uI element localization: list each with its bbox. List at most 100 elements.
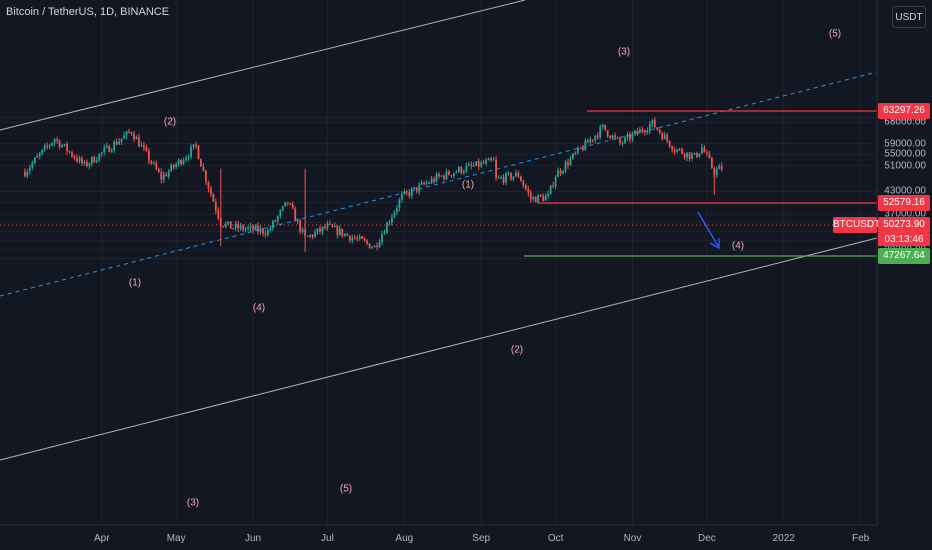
candle-body xyxy=(485,160,488,164)
candle-body xyxy=(465,165,468,172)
candle-body xyxy=(413,187,416,189)
candle-body xyxy=(552,185,555,187)
candle-body xyxy=(457,167,460,172)
candle-body xyxy=(264,233,267,235)
candle-body xyxy=(440,175,443,177)
candle-body xyxy=(249,225,252,228)
wave-label: (3) xyxy=(617,46,631,58)
candle-body xyxy=(371,247,373,249)
candle-body xyxy=(123,135,125,139)
wave-label: (4) xyxy=(731,240,745,252)
candle-body xyxy=(195,144,197,146)
candle-body xyxy=(477,161,480,167)
candle-body xyxy=(343,233,346,237)
candle-body xyxy=(331,224,334,228)
candle-body xyxy=(626,134,629,138)
candle-body xyxy=(207,182,210,189)
candle-body xyxy=(165,174,168,177)
currency-button[interactable]: USDT xyxy=(892,6,926,28)
candle-body xyxy=(423,182,426,185)
candle-body xyxy=(224,223,227,227)
candle-body xyxy=(701,147,703,154)
candle-body xyxy=(118,141,121,145)
candle-body xyxy=(621,142,624,144)
candle-body xyxy=(601,124,604,127)
candle-body xyxy=(58,140,61,148)
candle-body xyxy=(100,152,103,154)
candle-body xyxy=(36,156,39,158)
time-axis-label: Aug xyxy=(395,533,414,544)
candle-body xyxy=(162,174,165,180)
candle-body xyxy=(180,159,183,165)
candle-body xyxy=(720,165,723,170)
candle-body xyxy=(393,212,396,218)
candle-body xyxy=(502,177,505,183)
candle-body xyxy=(705,152,708,154)
candle-body xyxy=(668,140,671,147)
symbol-title-bar[interactable]: Bitcoin / TetherUS, 1D, BINANCE xyxy=(6,6,170,18)
candle-body xyxy=(562,170,564,174)
candle-body xyxy=(564,162,567,171)
candle-body xyxy=(239,225,242,229)
candle-body xyxy=(333,226,336,228)
candle-body xyxy=(147,150,150,161)
candle-body xyxy=(31,163,34,168)
time-axis-label: Jun xyxy=(244,533,262,544)
candle-body xyxy=(309,234,311,237)
candle-body xyxy=(653,119,656,128)
candle-body xyxy=(88,163,91,167)
lower-channel-line xyxy=(0,237,878,461)
candle-body xyxy=(95,160,98,163)
candle-body xyxy=(589,139,592,143)
candle-body xyxy=(542,196,545,201)
candle-body xyxy=(341,228,344,237)
interval-label: 1D xyxy=(99,6,115,18)
candle-body xyxy=(497,177,500,179)
candle-body xyxy=(594,135,597,141)
horizontal-levels xyxy=(0,110,877,257)
candle-body xyxy=(227,221,230,224)
candle-body xyxy=(596,135,599,138)
candle-body xyxy=(358,236,361,239)
candle-body xyxy=(383,233,386,235)
candle-body xyxy=(410,188,413,196)
candle-body xyxy=(661,132,664,140)
candle-body xyxy=(430,178,433,184)
candle-body xyxy=(507,173,510,175)
candle-body xyxy=(591,139,594,141)
candle-body xyxy=(190,147,192,157)
candle-body xyxy=(197,145,200,159)
candle-body xyxy=(202,166,205,171)
candle-body xyxy=(83,161,86,164)
candle-body xyxy=(495,159,497,178)
candle-body xyxy=(490,158,493,160)
candle-body xyxy=(289,203,292,205)
candle-body xyxy=(574,152,577,154)
candle-body xyxy=(527,189,530,193)
candle-body xyxy=(450,175,453,177)
candle-body xyxy=(254,225,257,231)
price-axis-label: 37000.00 xyxy=(884,208,926,220)
candle-body xyxy=(125,131,128,136)
candle-body xyxy=(217,210,220,219)
candle-body xyxy=(517,172,520,177)
candle-body xyxy=(338,228,341,236)
candle-body xyxy=(170,164,173,172)
candle-body xyxy=(398,199,401,209)
candle-body xyxy=(368,243,371,249)
candle-body xyxy=(671,146,674,151)
upper-channel-line xyxy=(0,0,526,131)
price-axis-label: 68000.00 xyxy=(884,116,926,128)
time-axis-label: Jul xyxy=(321,533,334,544)
candle-body xyxy=(425,183,428,185)
candle-body xyxy=(284,202,287,207)
candle-body xyxy=(232,228,235,230)
candle-body xyxy=(487,158,490,161)
candle-body xyxy=(130,132,133,134)
candle-body xyxy=(90,156,93,164)
candle-body xyxy=(286,202,289,204)
candle-body xyxy=(584,140,587,151)
candle-body xyxy=(152,162,155,164)
